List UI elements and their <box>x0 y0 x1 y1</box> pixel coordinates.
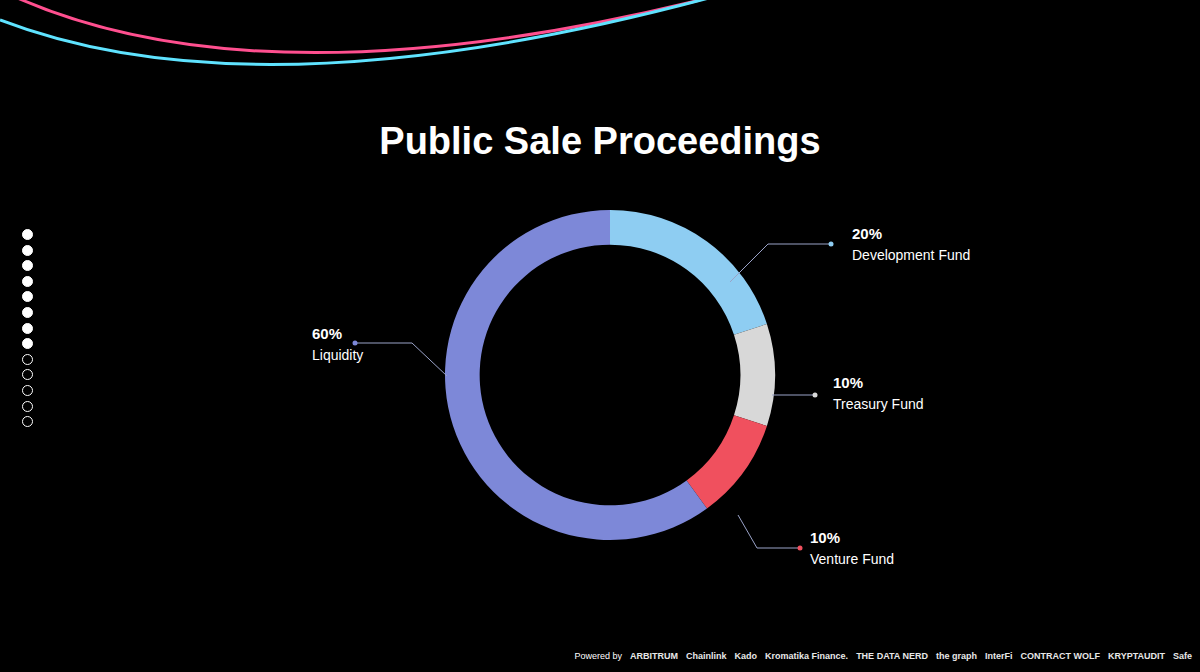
svg-text:Development Fund: Development Fund <box>852 247 970 263</box>
html-text:InterFi: InterFi <box>985 651 1013 661</box>
svg-text:10%: 10% <box>833 374 863 391</box>
svg-text:Public Sale Proceedings: Public Sale Proceedings <box>379 120 820 162</box>
svg-text:Liquidity: Liquidity <box>312 347 363 363</box>
svg-text:10%: 10% <box>810 529 840 546</box>
html-text:KRYPTAUDIT: KRYPTAUDIT <box>1108 651 1165 661</box>
svg-text:20%: 20% <box>852 225 882 242</box>
svg-text:Treasury Fund: Treasury Fund <box>833 396 924 412</box>
html-text:THE DATA NERD: THE DATA NERD <box>856 651 928 661</box>
html-text:the graph: the graph <box>936 651 977 661</box>
html-text:CONTRACT WOLF: CONTRACT WOLF <box>1020 651 1100 661</box>
svg-text:Venture Fund: Venture Fund <box>810 551 894 567</box>
html-text:Powered by: Powered by <box>574 651 623 661</box>
html-text:Kado: Kado <box>734 651 758 661</box>
html-text:Kromatika Finance.: Kromatika Finance. <box>765 651 849 661</box>
html-text:ARBITRUM: ARBITRUM <box>630 651 679 661</box>
html-text:Chainlink: Chainlink <box>686 651 727 661</box>
html-text:Safe: Safe <box>1173 651 1192 661</box>
svg-text:60%: 60% <box>312 325 342 342</box>
